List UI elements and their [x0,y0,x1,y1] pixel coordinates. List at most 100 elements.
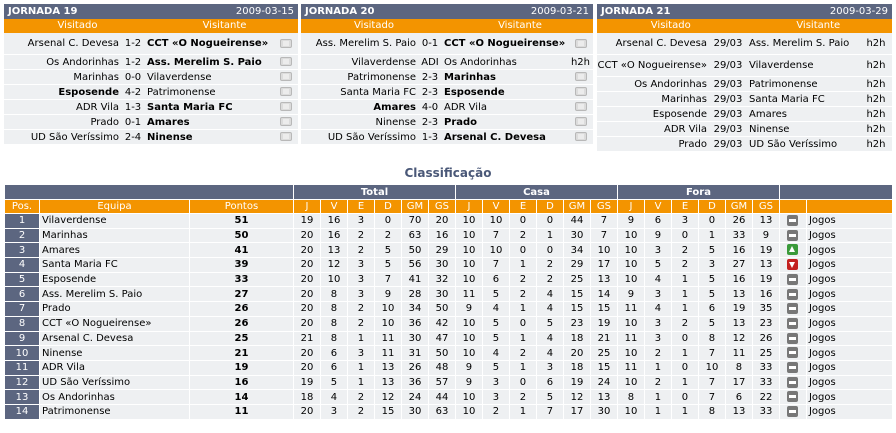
match-row[interactable]: Amares 4-0 ADR Vila [301,100,593,115]
stat-cell: 30 [427,257,456,273]
tv-icon-cell[interactable] [568,132,593,143]
stat-cell: 4 [643,271,672,288]
jogos-link[interactable]: Jogos [805,315,894,332]
stat-cell: 36 [400,315,429,332]
match-row[interactable]: Esposende 29/03 Amares h2h [597,107,892,122]
stat-cell: 12 [562,389,591,405]
tv-icon-cell[interactable] [274,38,298,49]
tv-icon[interactable] [280,87,292,96]
stat-cell: 48 [427,359,456,376]
tv-icon[interactable] [280,57,292,66]
match-row[interactable]: Marinhas 29/03 Santa Maria FC h2h [597,92,892,107]
away-team: Os Andorinhas [444,56,517,68]
tv-icon-cell[interactable] [568,117,593,128]
tv-icon-cell[interactable] [274,117,298,128]
column-header: GM [400,199,429,214]
jogos-link[interactable]: Jogos [805,257,894,273]
jogos-link[interactable]: Jogos [805,330,894,347]
match-row[interactable]: ADR Vila 1-3 Santa Maria FC [4,100,298,115]
tv-icon[interactable] [574,132,587,141]
tv-icon[interactable] [280,38,292,48]
stat-cell: 11 [616,359,645,376]
h2h-link-cell[interactable]: h2h [860,38,892,49]
table-row: 10 Ninense 21 20 6 3 11 31 50 10 4 2 4 20 25 10 2 1 7 11 25 J… [4,345,894,361]
match-row[interactable]: Arsenal C. Devesa 1-2 CCT «O Nogueirense» [4,33,298,55]
h2h-link[interactable]: h2h [866,138,886,150]
h2h-link[interactable]: h2h [866,60,886,71]
h2h-link-cell[interactable]: h2h [860,94,892,105]
tv-icon-cell[interactable] [274,102,298,113]
stat-cell: 10 [697,359,726,376]
h2h-link-cell[interactable]: h2h [568,57,593,68]
match-row[interactable]: Santa Maria FC 2-3 Esposende [301,85,593,100]
tv-icon[interactable] [574,102,587,111]
match-row[interactable]: Ninense 2-3 Prado [301,115,593,130]
h2h-link[interactable]: h2h [570,56,591,68]
stat-cell: 10 [589,242,618,259]
tv-icon-cell[interactable] [274,72,298,83]
h2h-link[interactable]: h2h [866,78,886,90]
jogos-link[interactable]: Jogos [805,227,894,244]
h2h-link-cell[interactable]: h2h [860,60,892,71]
tv-icon-cell[interactable] [568,87,593,98]
away-team: Santa Maria FC [749,93,825,105]
match-row[interactable]: UD São Veríssimo 1-3 Arsenal C. Devesa [301,130,593,145]
jogos-link[interactable]: Jogos [805,389,894,405]
tv-icon[interactable] [280,72,292,81]
tv-icon[interactable] [280,132,292,141]
stat-cell: 5 [481,359,510,376]
h2h-link-cell[interactable]: h2h [860,139,892,150]
match-row[interactable]: Patrimonense 2-3 Marinhas [301,70,593,85]
tv-icon[interactable] [574,38,587,48]
tv-icon-cell[interactable] [568,72,593,83]
tv-icon[interactable] [574,72,587,81]
jogos-link[interactable]: Jogos [805,345,894,361]
h2h-link[interactable]: h2h [866,38,886,49]
stat-cell: 20 [292,345,321,361]
h2h-link-cell[interactable]: h2h [860,109,892,120]
match-row[interactable]: Os Andorinhas 1-2 Ass. Merelim S. Paio [4,55,298,70]
tv-icon[interactable] [280,117,292,126]
jogos-link[interactable]: Jogos [805,403,894,420]
jogos-link[interactable]: Jogos [805,242,894,259]
h2h-link[interactable]: h2h [866,108,886,120]
stat-cell: 7 [697,374,726,391]
match-row[interactable]: Prado 0-1 Amares [4,115,298,130]
h2h-link-cell[interactable]: h2h [860,79,892,90]
jogos-link[interactable]: Jogos [805,213,894,229]
h2h-link[interactable]: h2h [866,123,886,135]
tv-icon-cell[interactable] [568,38,593,49]
match-row[interactable]: Prado 29/03 UD São Veríssimo h2h [597,137,892,152]
tv-icon-cell[interactable] [274,132,298,143]
column-header: J [616,199,645,214]
stat-cell: 20 [292,315,321,332]
jogos-link[interactable]: Jogos [805,359,894,376]
match-row[interactable]: Ass. Merelim S. Paio 0-1 CCT «O Nogueirens… [301,33,593,55]
trend-cell [778,227,807,244]
match-row[interactable]: CCT «O Nogueirense» 29/03 Vilaverdense h2h [597,55,892,77]
tv-icon-cell[interactable] [274,87,298,98]
jogos-link[interactable]: Jogos [805,271,894,288]
h2h-link[interactable]: h2h [866,93,886,105]
tv-icon-cell[interactable] [568,102,593,113]
tv-icon[interactable] [280,102,292,111]
match-result: 0-0 [124,71,142,83]
tv-icon-cell[interactable] [274,57,298,68]
stat-cell: 1 [670,345,699,361]
jogos-link[interactable]: Jogos [805,286,894,303]
match-row[interactable]: Arsenal C. Devesa 29/03 Ass. Merelim S. Pa… [597,33,892,55]
match-list: Arsenal C. Devesa 1-2 CCT «O Nogueirense» O… [4,33,298,145]
match-row[interactable]: Esposende 4-2 Patrimonense [4,85,298,100]
jogos-link[interactable]: Jogos [805,374,894,391]
match-row[interactable]: ADR Vila 29/03 Ninense h2h [597,122,892,137]
trend-cell [778,257,807,273]
match-row[interactable]: UD São Veríssimo 2-4 Ninense [4,130,298,145]
stat-cell: 3 [643,242,672,259]
tv-icon[interactable] [574,117,587,126]
match-row[interactable]: Os Andorinhas 29/03 Patrimonense h2h [597,77,892,92]
match-row[interactable]: Marinhas 0-0 Vilaverdense [4,70,298,85]
match-row[interactable]: Vilaverdense ADI Os Andorinhas h2h [301,55,593,70]
tv-icon[interactable] [574,87,587,96]
jogos-link[interactable]: Jogos [805,301,894,317]
h2h-link-cell[interactable]: h2h [860,124,892,135]
